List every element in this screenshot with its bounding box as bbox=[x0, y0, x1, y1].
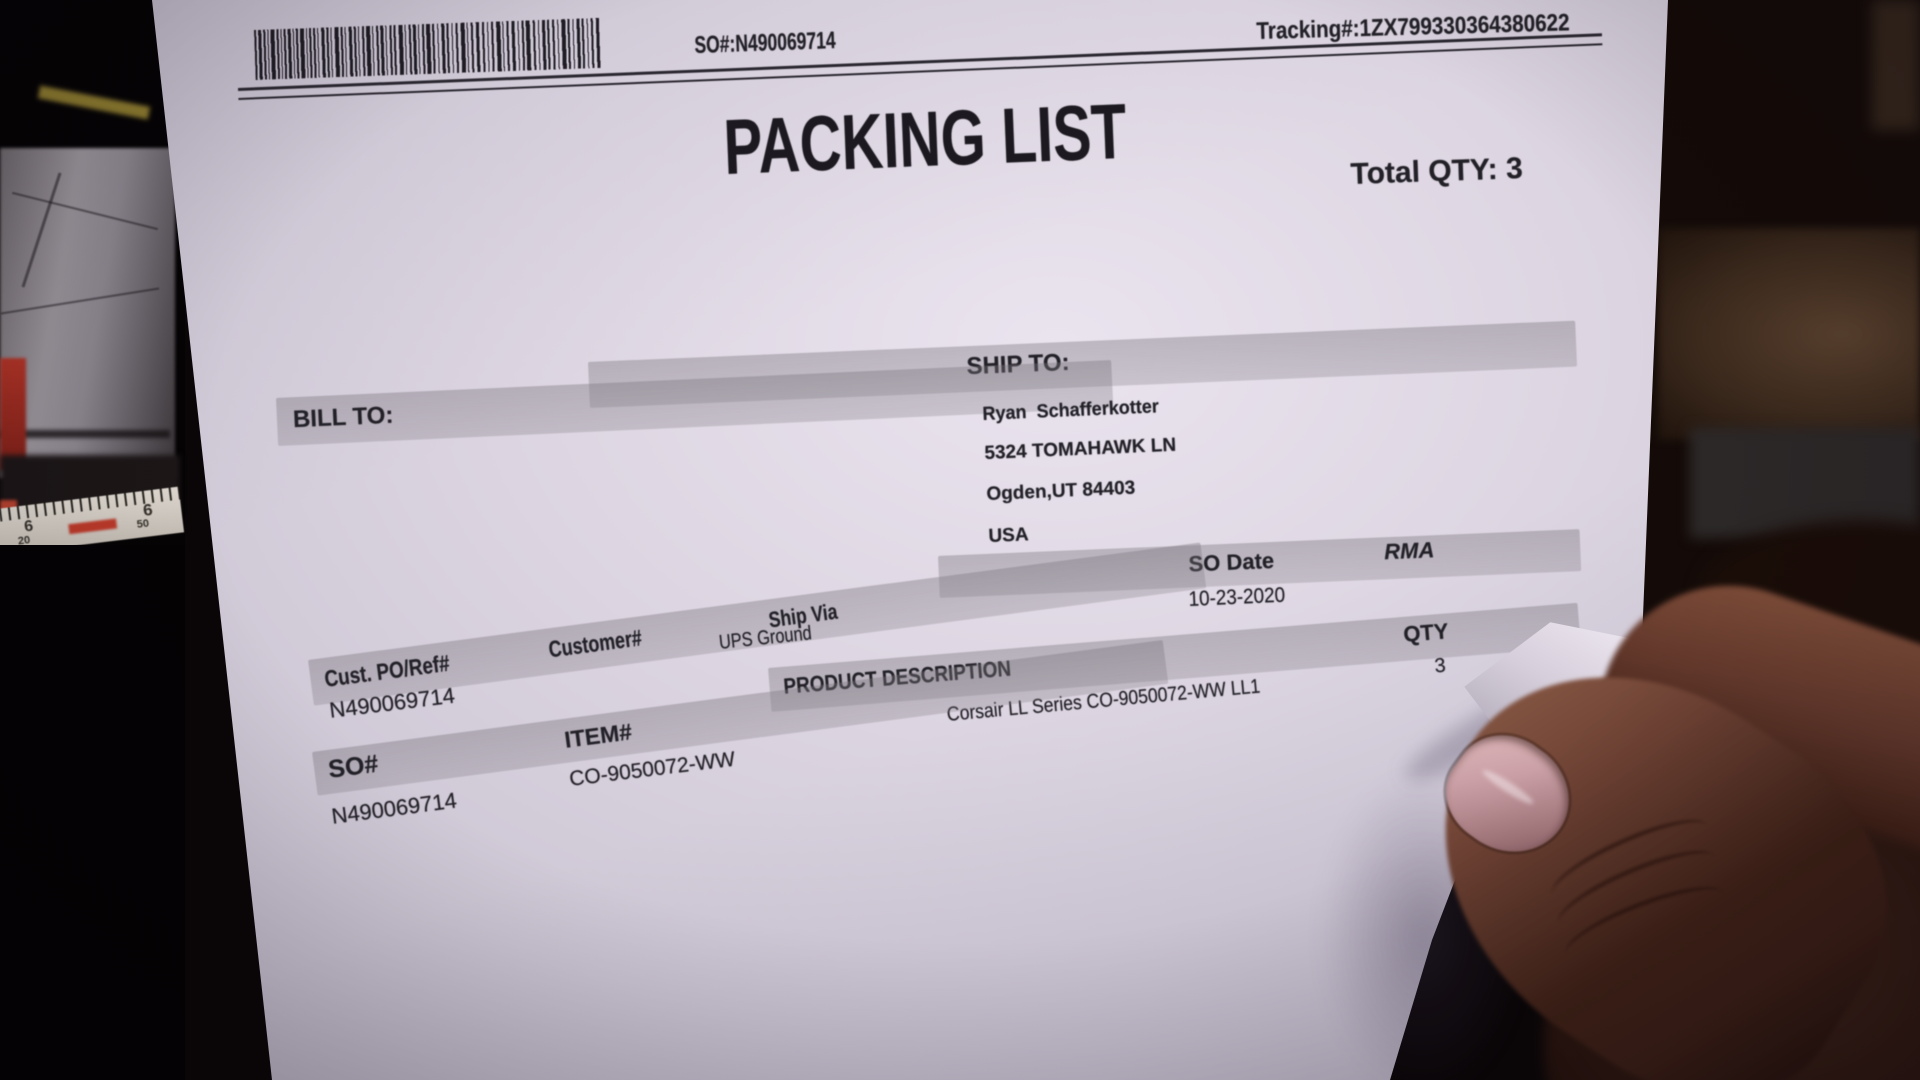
customer-label: Customer# bbox=[546, 624, 644, 663]
qty-label: QTY bbox=[1402, 618, 1450, 647]
ship-to-city: Ogden,UT 84403 bbox=[986, 477, 1136, 505]
line-item-qty: 3 bbox=[1433, 654, 1447, 678]
ship-to-street: 5324 TOMAHAWK LN bbox=[984, 434, 1177, 464]
red-object bbox=[0, 358, 26, 470]
tape-measure-number: 50 bbox=[136, 517, 150, 531]
bill-to-label: BILL TO: bbox=[292, 401, 394, 434]
background-workbench: 6 20 6 50 bbox=[0, 0, 185, 1080]
page-title: PACKING LIST bbox=[722, 86, 1129, 191]
rma-label: RMA bbox=[1383, 537, 1435, 565]
item-label: ITEM# bbox=[562, 718, 634, 753]
total-qty: Total QTY: 3 bbox=[1350, 151, 1524, 191]
cardboard-edge-highlight bbox=[1872, 0, 1920, 130]
yellow-streak bbox=[37, 85, 151, 120]
barcode bbox=[254, 17, 602, 80]
cardboard-shadow bbox=[1690, 428, 1920, 538]
cardboard-box bbox=[1658, 228, 1920, 440]
ship-to-country: USA bbox=[988, 524, 1030, 547]
so-label: SO# bbox=[326, 749, 380, 784]
scratch-line bbox=[0, 430, 170, 438]
tape-measure-red-print bbox=[68, 518, 118, 535]
so-number-header: SO#:N490069714 bbox=[694, 27, 837, 59]
grungy-surface bbox=[0, 148, 175, 478]
dark-floor bbox=[0, 545, 185, 1080]
so-number-value: N490069714 bbox=[330, 787, 459, 829]
